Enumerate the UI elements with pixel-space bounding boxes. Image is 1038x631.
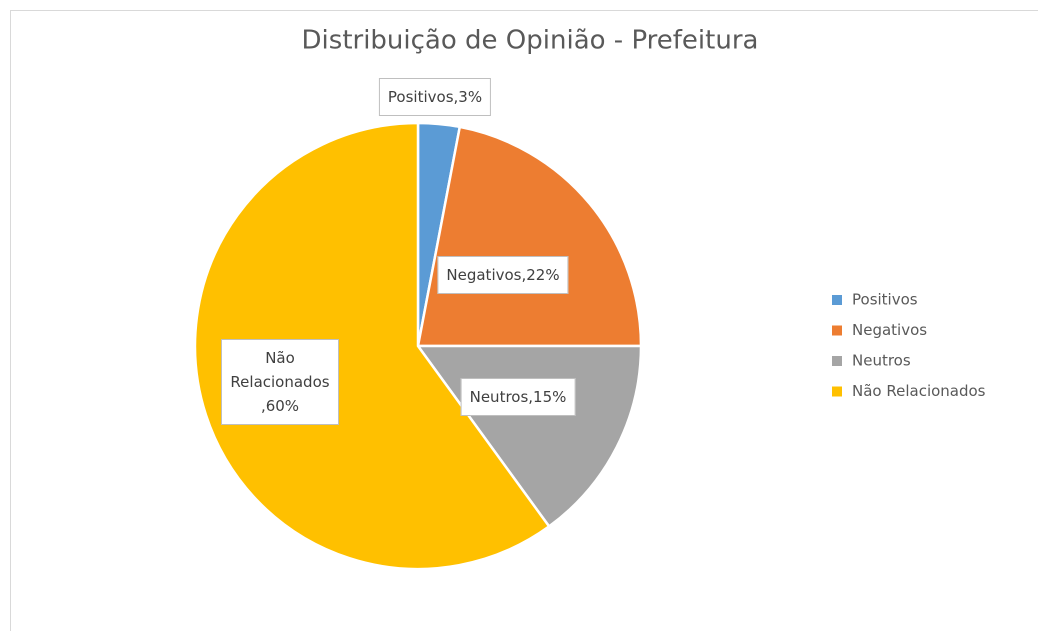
legend-swatch	[832, 386, 842, 397]
legend-swatch	[832, 325, 842, 336]
data-label: Positivos,3%	[378, 78, 492, 116]
data-label: Negativos,22%	[437, 256, 569, 294]
legend-swatch	[832, 295, 842, 305]
legend-label: Neutros	[852, 352, 911, 370]
chart-title: Distribuição de Opinião - Prefeitura	[302, 26, 759, 56]
data-label: Não Relacionados,60%	[221, 339, 339, 425]
legend-label: Não Relacionados	[852, 382, 986, 400]
data-label: Neutros,15%	[460, 378, 576, 416]
pie-slice	[193, 121, 551, 571]
legend-swatch	[832, 356, 842, 366]
legend-label: Positivos	[852, 291, 918, 309]
legend-label: Negativos	[852, 321, 927, 339]
chart-border	[10, 10, 1038, 631]
